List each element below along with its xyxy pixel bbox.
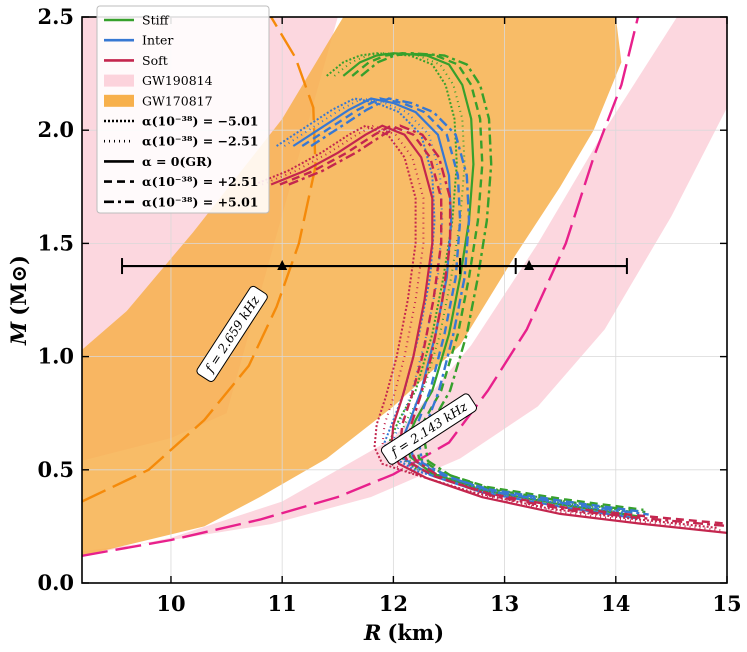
error-bar-marker — [524, 260, 535, 271]
legend-item: α(10⁻³⁸) = −2.51 — [104, 134, 259, 149]
legend-label: Inter — [142, 33, 173, 48]
legend-box — [96, 5, 270, 214]
legend-item: GW170817 — [104, 93, 213, 108]
legend-label: α(10⁻³⁸) = −2.51 — [142, 134, 259, 149]
y-tick-label: 1.5 — [37, 230, 74, 255]
legend-label: GW170817 — [142, 93, 213, 108]
x-tick-label: 14 — [601, 591, 630, 616]
legend-item: α(10⁻³⁸) = +5.01 — [104, 194, 259, 209]
eos-curve-soft-4 — [279, 124, 727, 525]
eos-curve-stiff-5 — [360, 51, 649, 514]
x-axis-title: R (km) — [363, 620, 444, 645]
x-axis-unit: (km) — [387, 620, 444, 645]
x-tick-label: 11 — [268, 591, 297, 616]
svg-text:M(M⊙): M (M⊙) — [6, 255, 31, 346]
eos-curve-inter-5 — [310, 97, 649, 516]
legend-item: α(10⁻³⁸) = +2.51 — [104, 174, 259, 189]
error-bar-marker — [277, 260, 288, 271]
y-tick-label: 2.0 — [37, 117, 74, 142]
legend-label: α(10⁻³⁸) = +5.01 — [142, 194, 259, 209]
axis-ticks: 10 11 12 13 14 15 0.0 0.5 1.0 1.5 2.0 2.5 — [37, 4, 741, 616]
y-axis-unit: (M⊙) — [6, 255, 31, 316]
error-bars — [121, 258, 628, 275]
legend-swatch — [104, 74, 134, 87]
eos-curve-inter-4 — [301, 97, 644, 514]
eos-curves — [254, 51, 727, 534]
legend-item: GW190814 — [104, 73, 213, 88]
eos-curve-stiff-1 — [326, 52, 629, 513]
svg-text:R(km): R (km) — [363, 620, 444, 645]
eos-curve-inter-3 — [292, 97, 639, 520]
legend: Stiff Inter Soft GW190814 GW170817 α(10⁻³⁸) =… — [96, 5, 270, 214]
eos-curve-soft-5 — [288, 124, 727, 528]
legend-label: α(10⁻³⁸) = +2.51 — [142, 174, 259, 189]
x-tick-label: 13 — [490, 591, 519, 616]
eos-curve-soft-1 — [254, 124, 718, 529]
eos-series-inter — [276, 97, 649, 520]
frequency-label-box — [196, 285, 268, 382]
plot-frame — [81, 16, 728, 584]
frequency-curve-2 — [82, 17, 640, 557]
y-tick-label: 2.5 — [37, 4, 74, 29]
legend-item: Stiff — [104, 13, 170, 28]
eos-curve-soft-2 — [261, 124, 722, 532]
eos-series-soft — [254, 124, 727, 534]
legend-swatch — [104, 94, 134, 107]
band-gw170817 — [82, 17, 622, 556]
legend-item: α = 0(GR) — [104, 154, 212, 169]
frequency-label-box — [380, 393, 477, 465]
frequency-curve-1 — [82, 17, 317, 503]
legend-item: Soft — [104, 53, 168, 68]
legend-label: Soft — [142, 53, 168, 68]
error-bar-2 — [459, 258, 628, 275]
y-tick-label: 1.0 — [37, 344, 74, 369]
frequency-curves — [82, 17, 640, 557]
legend-item: Inter — [104, 33, 173, 48]
y-axis-symbol: M — [6, 321, 31, 346]
y-tick-label: 0.0 — [37, 570, 74, 595]
x-tick-label: 15 — [712, 591, 741, 616]
x-axis-symbol: R — [363, 620, 381, 645]
eos-curve-soft-3 — [270, 124, 727, 534]
y-axis-title: M (M⊙) — [6, 255, 31, 346]
x-tick-label: 10 — [156, 591, 185, 616]
legend-label: α(10⁻³⁸) = −5.01 — [142, 114, 259, 129]
eos-curve-stiff-4 — [351, 51, 644, 511]
legend-item: α(10⁻³⁸) = −5.01 — [104, 114, 259, 129]
legend-label: Stiff — [142, 13, 170, 28]
legend-label: α = 0(GR) — [142, 154, 212, 169]
y-tick-label: 0.5 — [37, 457, 74, 482]
legend-label: GW190814 — [142, 73, 213, 88]
x-tick-label: 12 — [379, 591, 408, 616]
